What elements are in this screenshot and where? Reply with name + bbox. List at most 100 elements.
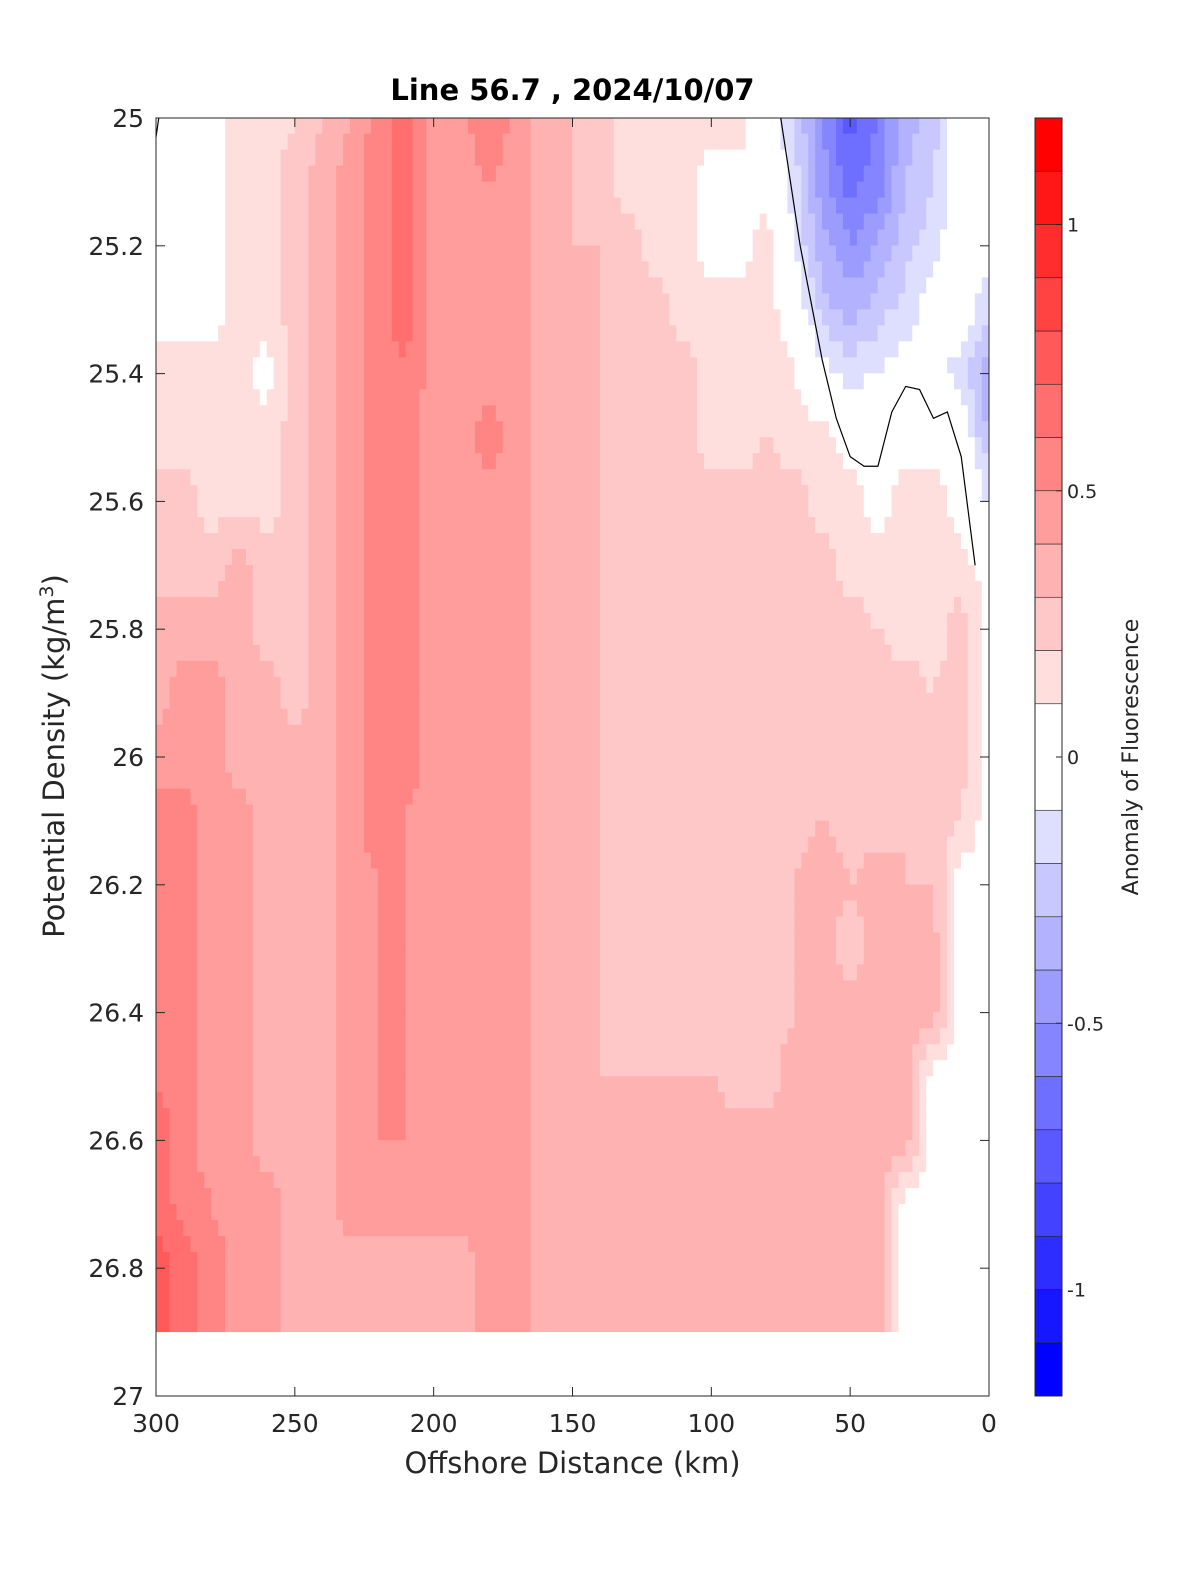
contour-cell: [981, 213, 989, 231]
contour-cell: [898, 165, 906, 183]
contour-cell: [808, 309, 816, 326]
contour-cell: [724, 565, 733, 582]
contour-cell: [822, 580, 830, 598]
contour-cell: [683, 676, 691, 694]
contour-cell: [357, 437, 365, 454]
contour-cell: [773, 644, 782, 662]
contour-cell: [475, 277, 483, 295]
contour-cell: [572, 596, 580, 614]
contour-cell: [239, 788, 247, 806]
contour-cell: [641, 724, 650, 742]
contour-cell: [815, 580, 823, 598]
contour-cell: [780, 213, 788, 231]
contour-cell: [953, 133, 962, 151]
contour-cell: [579, 517, 587, 534]
contour-cell: [905, 469, 913, 486]
contour-cell: [468, 660, 476, 678]
contour-cell: [877, 213, 886, 231]
contour-cell: [252, 724, 261, 742]
contour-cell: [405, 405, 414, 422]
contour-cell: [960, 517, 969, 534]
contour-cell: [711, 325, 719, 342]
contour-cell: [981, 373, 989, 390]
contour-cell: [724, 708, 733, 726]
contour-cell: [412, 772, 421, 790]
contour-cell: [863, 580, 872, 598]
contour-cell: [766, 165, 775, 183]
contour-cell: [759, 309, 768, 326]
contour-cell: [981, 517, 989, 534]
contour-cell: [842, 293, 851, 310]
contour-cell: [218, 788, 226, 806]
contour-cell: [287, 229, 296, 247]
contour-cell: [960, 373, 969, 390]
contour-cell: [558, 565, 566, 582]
contour-cell: [239, 277, 247, 295]
contour-cell: [488, 612, 497, 630]
contour-cell: [280, 165, 289, 183]
contour-cell: [759, 149, 768, 167]
contour-cell: [683, 197, 691, 215]
contour-cell: [745, 181, 754, 199]
contour-cell: [537, 165, 546, 183]
contour-cell: [960, 580, 969, 598]
contour-cell: [787, 580, 795, 598]
contour-cell: [225, 565, 233, 582]
contour-cell: [724, 197, 733, 215]
contour-cell: [252, 437, 261, 454]
contour-cell: [641, 469, 650, 486]
contour-cell: [461, 149, 469, 167]
contour-cell: [599, 660, 608, 678]
contour-cell: [384, 788, 393, 806]
contour-cell: [641, 596, 650, 614]
contour-cell: [454, 724, 462, 742]
contour-cell: [648, 469, 657, 486]
contour-cell: [849, 149, 858, 167]
contour-cell: [808, 644, 816, 662]
contour-cell: [176, 357, 185, 374]
contour-cell: [412, 724, 421, 742]
contour-cell: [738, 261, 747, 279]
contour-cell: [156, 181, 164, 199]
contour-cell: [815, 692, 823, 710]
contour-cell: [655, 118, 664, 135]
contour-cell: [780, 325, 788, 342]
contour-cell: [717, 245, 726, 263]
contour-cell: [842, 549, 851, 566]
contour-cell: [891, 261, 900, 279]
contour-cell: [759, 197, 768, 215]
contour-cell: [502, 660, 511, 678]
contour-cell: [502, 549, 511, 566]
contour-cell: [662, 676, 670, 694]
contour-cell: [516, 373, 525, 390]
contour-cell: [204, 517, 212, 534]
contour-cell: [530, 644, 539, 662]
contour-cell: [801, 165, 809, 183]
contour-cell: [766, 612, 775, 630]
contour-cell: [176, 804, 185, 822]
contour-cell: [669, 596, 677, 614]
contour-cell: [481, 133, 490, 151]
contour-cell: [398, 325, 407, 342]
contour-cell: [593, 628, 601, 646]
contour-cell: [599, 197, 608, 215]
contour-cell: [377, 644, 386, 662]
contour-cell: [495, 229, 504, 247]
contour-cell: [745, 341, 754, 358]
contour-cell: [752, 133, 761, 151]
contour-cell: [502, 325, 511, 342]
contour-cell: [190, 580, 198, 598]
contour-cell: [530, 565, 539, 582]
contour-cell: [218, 804, 226, 822]
contour-cell: [704, 437, 712, 454]
contour-cell: [780, 469, 788, 486]
contour-cell: [454, 149, 462, 167]
contour-cell: [273, 772, 282, 790]
contour-cell: [259, 181, 268, 199]
contour-cell: [586, 197, 594, 215]
contour-cell: [357, 692, 365, 710]
contour-cell: [849, 485, 858, 502]
contour-cell: [287, 261, 296, 279]
contour-cell: [669, 213, 677, 231]
contour-cell: [953, 724, 962, 742]
